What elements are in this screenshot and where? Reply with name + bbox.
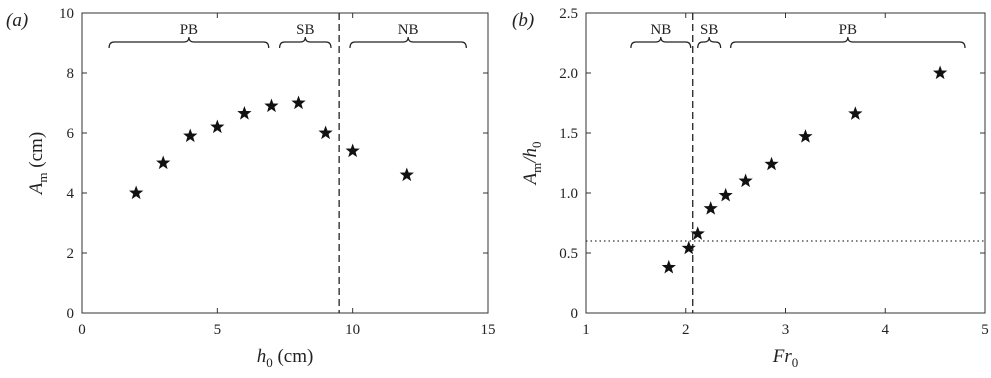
data-point-a	[183, 128, 198, 143]
data-point-a	[156, 155, 171, 170]
region-brace-b	[630, 36, 692, 49]
y-tick-label-a: 8	[67, 66, 75, 82]
x-tick-label-b: 5	[981, 322, 989, 338]
y-tick-label-b: 2.5	[559, 6, 578, 22]
region-label-b: NB	[650, 22, 671, 38]
data-point-b	[932, 65, 948, 80]
x-tick-label-b: 2	[682, 322, 690, 338]
region-label-a: NB	[398, 22, 419, 38]
data-point-b	[718, 187, 733, 202]
x-tick-label-a: 0	[78, 322, 86, 338]
region-brace-b	[697, 36, 722, 49]
y-tick-label-a: 6	[67, 126, 75, 142]
data-point-a	[399, 167, 414, 182]
data-point-b	[661, 259, 676, 274]
y-tick-label-a: 4	[67, 186, 75, 202]
y-tick-label-a: 0	[67, 306, 75, 322]
x-axis-label-b: Fr0	[772, 346, 799, 370]
region-label-a: SB	[296, 22, 314, 38]
y-tick-label-a: 10	[59, 6, 74, 22]
y-tick-label-a: 2	[67, 246, 75, 262]
y-tick-label-b: 0.5	[559, 246, 578, 262]
data-point-b	[764, 156, 779, 171]
data-point-a	[318, 125, 333, 140]
region-label-b: PB	[839, 22, 857, 38]
x-tick-label-b: 4	[882, 322, 890, 338]
y-axis-label-b: Am/h0	[520, 141, 544, 186]
y-axis-label-a: Am (cm)	[26, 132, 50, 196]
x-tick-label-a: 5	[214, 322, 222, 338]
region-label-a: PB	[180, 22, 198, 38]
y-tick-label-b: 2.0	[559, 66, 578, 82]
data-point-b	[848, 106, 863, 120]
panel-label-a: (a)	[6, 10, 28, 31]
data-point-a	[129, 185, 144, 200]
plot-frame-b	[585, 12, 986, 314]
x-tick-label-b: 3	[782, 322, 790, 338]
y-tick-label-b: 1.0	[559, 186, 578, 202]
data-point-a	[345, 143, 360, 158]
region-brace-a	[108, 36, 270, 49]
data-point-b	[681, 240, 696, 255]
panel-a: (a) 0 5 10 15 0 2 4 6 8 10 h0 (cm) Am (cm) PB SB NB	[6, 6, 496, 370]
region-brace-b	[730, 36, 966, 49]
data-point-a	[237, 106, 252, 120]
x-tick-label-a: 10	[345, 322, 360, 338]
data-point-a	[210, 119, 225, 134]
y-tick-label-b: 1.5	[559, 126, 578, 142]
x-tick-label-b: 1	[582, 322, 590, 338]
x-tick-label-a: 15	[481, 322, 496, 338]
region-brace-a	[349, 36, 467, 49]
region-label-b: SB	[700, 22, 718, 38]
panel-b: (b) 1 2 3 4 5 0 0.5 1.0 1.5 2.0 2.5 Fr0 Am/h0 NB SB PB	[512, 6, 989, 370]
region-brace-a	[278, 36, 332, 49]
y-tick-label-b: 0	[571, 306, 579, 322]
data-point-b	[798, 129, 813, 143]
x-axis-label-a: h0 (cm)	[257, 346, 314, 370]
panel-label-b: (b)	[512, 10, 534, 31]
plot-frame-a	[81, 12, 489, 314]
data-point-b	[690, 226, 705, 240]
data-point-b	[738, 173, 753, 188]
data-point-a	[264, 98, 279, 113]
data-point-b	[703, 201, 718, 215]
data-point-a	[291, 95, 306, 110]
